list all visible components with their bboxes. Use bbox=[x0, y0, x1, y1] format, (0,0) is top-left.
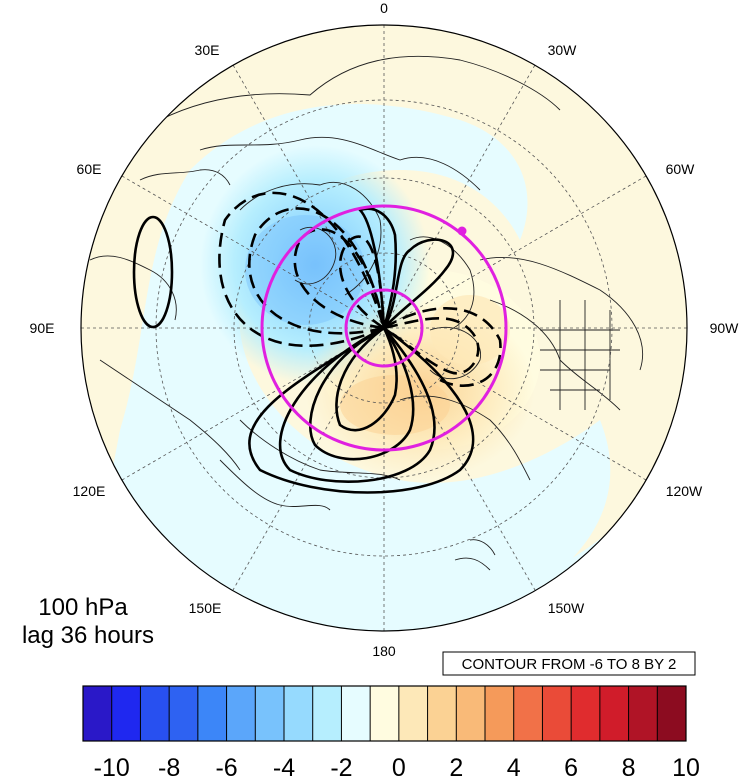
contour-negative-loop-east bbox=[383, 317, 480, 375]
colorbar-tick-label: 10 bbox=[672, 754, 700, 779]
colorbar-swatch bbox=[197, 686, 227, 741]
colorbar-swatch bbox=[657, 686, 687, 741]
lon-label-120w: 120W bbox=[666, 483, 703, 499]
colorbar-tick-label: -2 bbox=[330, 754, 352, 779]
colorbar-swatch bbox=[169, 686, 199, 741]
contour-negative-loop-3 bbox=[248, 207, 386, 335]
colorbar-swatch bbox=[140, 686, 170, 741]
colorbar-swatch bbox=[83, 686, 113, 741]
lon-label-90e: 90E bbox=[30, 320, 55, 336]
level-label: 100 hPa bbox=[38, 594, 128, 621]
outer-highlight-circle bbox=[260, 204, 508, 452]
colorbar bbox=[82, 685, 687, 742]
lon-label-120e: 120E bbox=[73, 483, 106, 499]
contour-positive-loop-5 bbox=[278, 326, 436, 483]
lon-label-30w: 30W bbox=[548, 42, 578, 58]
colorbar-swatch bbox=[427, 686, 457, 741]
contour-lines-negative bbox=[218, 191, 502, 387]
colorbar-swatch bbox=[456, 686, 486, 741]
coastlines bbox=[89, 55, 644, 571]
lon-label-150w: 150W bbox=[548, 600, 585, 616]
longitude-labels: 0 30W 60W 90W 120W 150W 180 150E 120E 90… bbox=[30, 0, 740, 659]
map-border bbox=[80, 24, 688, 632]
colorbar-tick-label: 8 bbox=[622, 754, 636, 779]
colorbar-tick-label: 2 bbox=[449, 754, 463, 779]
highlight-circles bbox=[260, 204, 508, 452]
lag-label: lag 36 hours bbox=[22, 622, 154, 649]
lon-label-30e: 30E bbox=[195, 42, 220, 58]
contour-info-text: CONTOUR FROM -6 TO 8 BY 2 bbox=[462, 656, 677, 673]
contour-positive-loop-4 bbox=[309, 326, 415, 461]
lon-label-180: 180 bbox=[372, 643, 396, 659]
colorbar-swatch bbox=[571, 686, 601, 741]
colorbar-swatch bbox=[599, 686, 629, 741]
map-disk bbox=[81, 25, 687, 631]
colorbar-swatch bbox=[341, 686, 371, 741]
colorbar-swatch bbox=[485, 686, 515, 741]
colorbar-tick-label: 6 bbox=[564, 754, 578, 779]
colorbar-swatch bbox=[111, 686, 141, 741]
colorbar-frame bbox=[82, 685, 687, 742]
highlight-point bbox=[457, 226, 467, 236]
colorbar-tick-label: 4 bbox=[507, 754, 521, 779]
colorbar-swatch bbox=[513, 686, 543, 741]
contour-info-box: CONTOUR FROM -6 TO 8 BY 2 bbox=[442, 651, 696, 676]
colorbar-swatch bbox=[398, 686, 428, 741]
colorbar-swatch bbox=[284, 686, 314, 741]
contour-positive-loop-1 bbox=[382, 238, 455, 329]
contour-negative-loop-4 bbox=[218, 191, 386, 348]
contour-positive-loop-6 bbox=[248, 326, 475, 494]
inner-highlight-circle bbox=[344, 288, 424, 368]
colorbar-tick-labels: -10 -8 -6 -4 -2 0 2 4 6 8 10 bbox=[94, 754, 700, 779]
meridians bbox=[81, 25, 687, 631]
colorbar-swatch bbox=[628, 686, 658, 741]
colorbar-tick-label: -8 bbox=[158, 754, 180, 779]
lon-label-60w: 60W bbox=[666, 161, 696, 177]
colorbar-swatch bbox=[226, 686, 256, 741]
colorbar-tick-label: -6 bbox=[215, 754, 237, 779]
colorbar-tick-label: -4 bbox=[273, 754, 295, 779]
colorbar-swatch bbox=[370, 686, 400, 741]
contour-siberia-positive bbox=[132, 215, 174, 329]
colorbar-swatch bbox=[542, 686, 572, 741]
contour-positive-loop-2 bbox=[357, 207, 398, 329]
contour-negative-loop-east-2 bbox=[383, 307, 502, 387]
lon-label-150e: 150E bbox=[189, 600, 222, 616]
colorbar-swatch bbox=[255, 686, 285, 741]
colorbar-tick-label: -10 bbox=[94, 754, 130, 779]
contour-lines bbox=[132, 207, 475, 494]
colorbar-tick-label: 0 bbox=[392, 754, 406, 779]
colorbar-swatch bbox=[312, 686, 342, 741]
lon-label-90w: 90W bbox=[710, 320, 740, 336]
lon-label-60e: 60E bbox=[77, 161, 102, 177]
lon-label-0: 0 bbox=[380, 0, 388, 16]
